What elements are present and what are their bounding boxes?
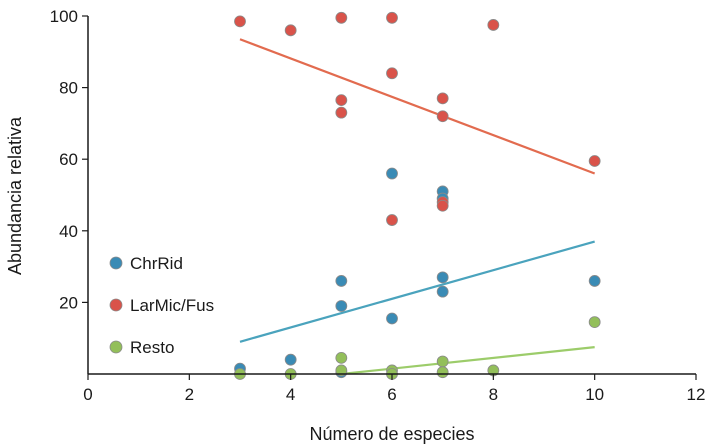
y-tick-label-3: 80 — [59, 79, 78, 98]
legend-marker-1 — [109, 298, 123, 312]
data-point-2-2 — [335, 351, 348, 364]
trend-line-1 — [239, 38, 596, 175]
data-point-1-7 — [386, 214, 398, 226]
x-tick-label-2: 4 — [286, 385, 295, 404]
x-tick-label-5: 10 — [585, 385, 604, 404]
legend-label-2: Resto — [130, 338, 174, 357]
data-point-1-9 — [436, 110, 449, 123]
data-point-2-3 — [335, 364, 348, 377]
y-tick-label-0: 20 — [59, 293, 78, 312]
data-point-0-5 — [386, 167, 398, 180]
trend-line-0 — [239, 240, 595, 343]
data-point-1-11 — [436, 199, 449, 212]
data-point-0-2 — [335, 275, 348, 287]
x-tick-label-1: 2 — [185, 385, 194, 404]
legend-marker-2 — [109, 340, 123, 354]
y-axis-title: Abundancia relativa — [5, 116, 25, 275]
data-point-0-11 — [588, 275, 601, 287]
data-point-1-0 — [234, 15, 246, 28]
data-point-2-6 — [436, 355, 449, 368]
data-point-1-3 — [335, 94, 348, 107]
x-tick-label-3: 6 — [387, 385, 396, 404]
trend-line-2 — [341, 346, 595, 376]
y-tick-label-2: 60 — [59, 150, 78, 169]
y-tick-label-4: 100 — [50, 7, 78, 26]
data-point-0-10 — [436, 285, 449, 298]
data-point-0-9 — [436, 271, 449, 284]
y-tick-label-1: 40 — [59, 222, 78, 241]
legend-label-0: ChrRid — [130, 254, 183, 273]
data-point-0-3 — [335, 300, 348, 312]
data-point-2-9 — [588, 316, 601, 328]
data-point-1-1 — [284, 24, 297, 37]
data-point-2-7 — [436, 366, 449, 379]
x-tick-label-6: 12 — [687, 385, 706, 404]
legend-marker-0 — [109, 256, 123, 270]
x-axis-title: Número de especies — [309, 424, 474, 444]
data-point-1-12 — [487, 19, 500, 31]
data-point-1-6 — [386, 67, 398, 80]
data-point-1-2 — [335, 11, 348, 24]
data-point-1-13 — [588, 155, 601, 167]
legend-label-1: LarMic/Fus — [130, 296, 214, 315]
data-point-0-1 — [284, 353, 297, 366]
data-point-1-5 — [386, 11, 398, 24]
x-tick-label-0: 0 — [83, 385, 92, 404]
data-point-1-4 — [335, 106, 348, 119]
data-point-1-8 — [436, 92, 449, 105]
x-tick-label-4: 8 — [489, 385, 498, 404]
data-point-0-6 — [386, 312, 398, 325]
